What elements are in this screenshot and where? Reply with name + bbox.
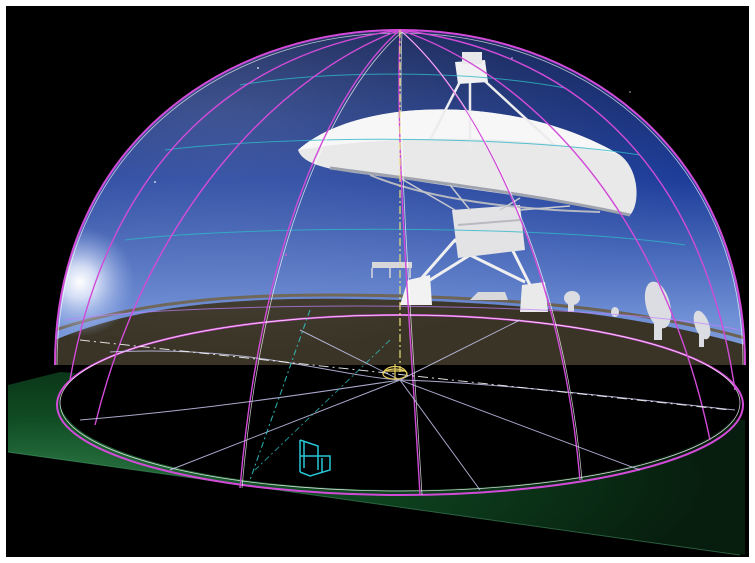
latitude-grid [124, 73, 686, 246]
observer-icon [382, 364, 408, 380]
chair-icon [299, 439, 331, 477]
horizon-guide-line [79, 339, 731, 411]
